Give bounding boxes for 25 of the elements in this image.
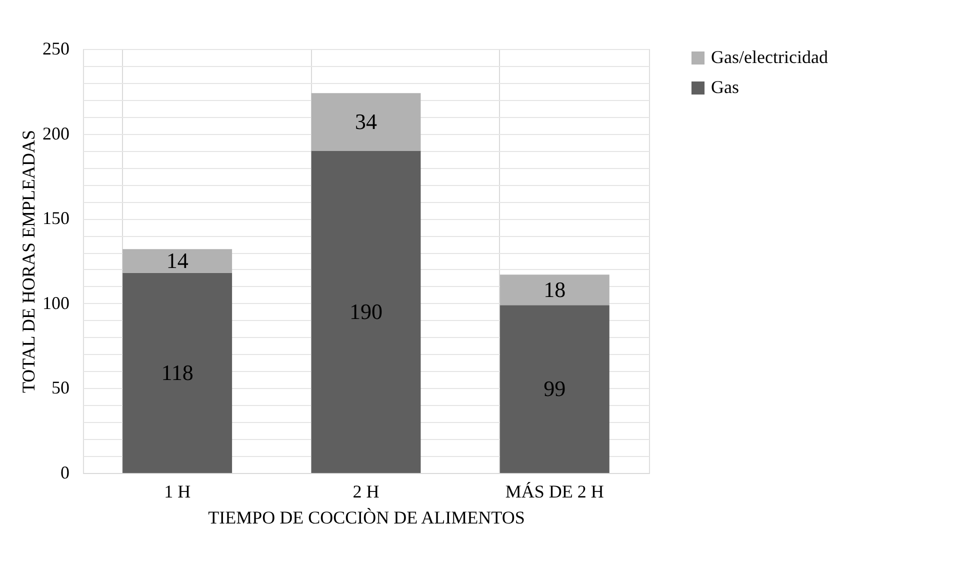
y-tick-label: 200 — [42, 123, 70, 144]
bar — [122, 272, 232, 473]
x-axis-title: TIEMPO DE COCCIÒN DE ALIMENTOS — [208, 508, 525, 528]
bar — [122, 249, 232, 273]
x-tick-label: MÁS DE 2 H — [505, 482, 604, 502]
data-label: 99 — [544, 376, 566, 402]
data-label: 190 — [350, 298, 382, 324]
legend-label: Gas — [711, 77, 739, 97]
y-tick-label: 50 — [52, 378, 70, 398]
bar — [311, 150, 421, 473]
x-tick-label: 1 H — [164, 482, 191, 502]
data-label: 14 — [166, 248, 188, 273]
x-tick-label: 2 H — [352, 482, 380, 502]
legend-label: Gas/electricidad — [711, 47, 828, 67]
y-tick-label: 0 — [60, 462, 70, 482]
bar — [311, 93, 421, 151]
y-tick-label: 100 — [42, 292, 70, 313]
y-axis-title: TOTAL DE HORAS EMPLEADAS — [18, 130, 38, 394]
y-tick-label: 250 — [42, 38, 70, 58]
bar — [500, 305, 610, 473]
data-label: 18 — [544, 276, 566, 302]
bar — [500, 274, 610, 306]
data-label: 34 — [355, 108, 377, 134]
y-tick-label: 150 — [42, 208, 70, 228]
data-label: 118 — [161, 360, 194, 385]
